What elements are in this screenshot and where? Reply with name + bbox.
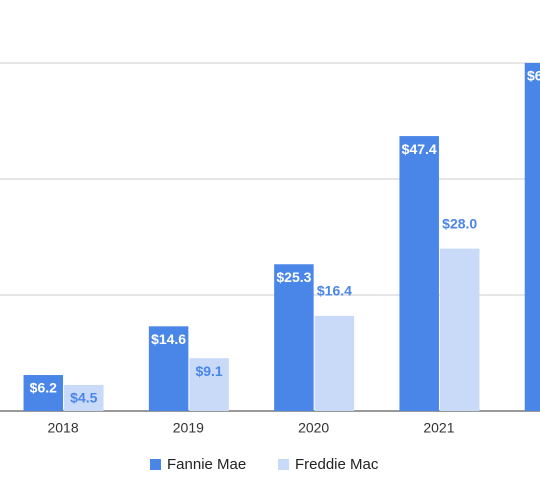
value-label: $4.5 [70,390,97,406]
bar [148,326,189,411]
bar [439,248,480,411]
legend-label: Fannie Mae [167,456,246,473]
legend-swatch [278,459,289,470]
value-label: $25.3 [276,269,311,285]
legend-swatch [150,459,161,470]
bar [274,264,314,411]
value-label: $47.4 [402,141,437,157]
x-tick-label: 2020 [298,420,329,436]
value-label: $16.4 [317,283,352,299]
value-label: $60.0 [527,68,540,84]
x-tick-label: 2018 [47,420,78,436]
bar [23,375,64,411]
bar [64,384,104,411]
value-label: $9.1 [195,363,222,379]
bar [189,358,229,411]
value-label: $6.2 [30,380,57,396]
x-tick-label: 2021 [423,420,454,436]
bar [314,315,355,411]
bar [524,63,540,411]
x-tick-label: 2019 [173,420,204,436]
legend-label: Freddie Mac [295,456,379,473]
value-label: $14.6 [151,331,186,347]
value-label: $28.0 [442,215,477,231]
bar [399,136,439,411]
